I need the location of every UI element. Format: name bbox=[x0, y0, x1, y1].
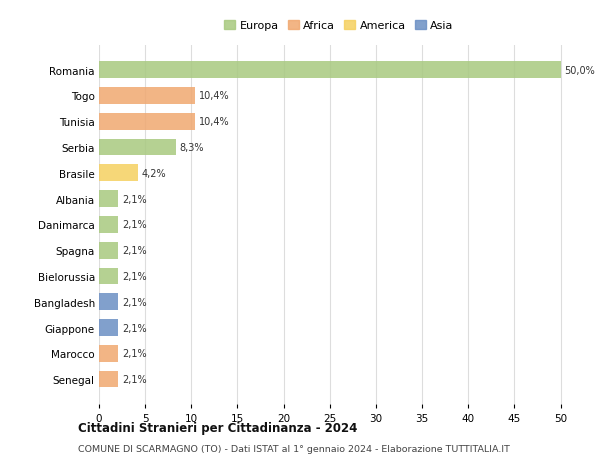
Text: 2,1%: 2,1% bbox=[122, 194, 147, 204]
Bar bbox=[99, 371, 118, 388]
Bar bbox=[99, 268, 118, 285]
Text: 2,1%: 2,1% bbox=[122, 271, 147, 281]
Bar bbox=[99, 140, 176, 156]
Text: 10,4%: 10,4% bbox=[199, 117, 229, 127]
Bar bbox=[99, 242, 118, 259]
Bar bbox=[99, 88, 195, 105]
Bar bbox=[99, 294, 118, 310]
Legend: Europa, Africa, America, Asia: Europa, Africa, America, Asia bbox=[222, 18, 456, 33]
Bar bbox=[99, 319, 118, 336]
Text: 2,1%: 2,1% bbox=[122, 348, 147, 358]
Bar bbox=[99, 62, 560, 79]
Text: 4,2%: 4,2% bbox=[142, 168, 166, 179]
Bar bbox=[99, 217, 118, 233]
Text: COMUNE DI SCARMAGNO (TO) - Dati ISTAT al 1° gennaio 2024 - Elaborazione TUTTITAL: COMUNE DI SCARMAGNO (TO) - Dati ISTAT al… bbox=[78, 444, 510, 453]
Text: Cittadini Stranieri per Cittadinanza - 2024: Cittadini Stranieri per Cittadinanza - 2… bbox=[78, 421, 358, 434]
Text: 8,3%: 8,3% bbox=[179, 143, 204, 153]
Text: 2,1%: 2,1% bbox=[122, 220, 147, 230]
Text: 50,0%: 50,0% bbox=[564, 66, 595, 76]
Text: 2,1%: 2,1% bbox=[122, 297, 147, 307]
Bar bbox=[99, 114, 195, 130]
Bar bbox=[99, 345, 118, 362]
Bar bbox=[99, 191, 118, 207]
Text: 2,1%: 2,1% bbox=[122, 246, 147, 256]
Bar bbox=[99, 165, 138, 182]
Text: 10,4%: 10,4% bbox=[199, 91, 229, 101]
Text: 2,1%: 2,1% bbox=[122, 323, 147, 333]
Text: 2,1%: 2,1% bbox=[122, 374, 147, 384]
